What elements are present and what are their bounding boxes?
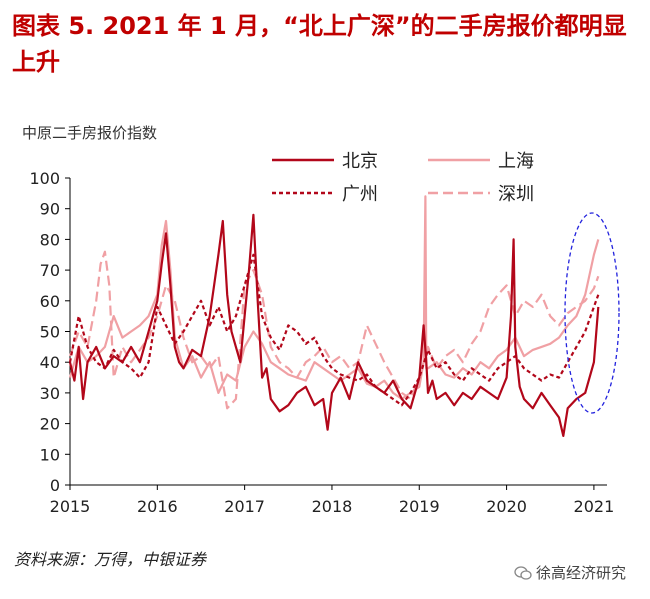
x-tick-label: 2019 (399, 497, 440, 516)
y-axis-label: 中原二手房报价指数 (22, 124, 157, 142)
series-layer (68, 195, 600, 437)
x-tick-label: 2020 (486, 497, 527, 516)
series-line-solid-dark (68, 213, 600, 437)
legend-label: 北京 (342, 151, 378, 172)
y-tick-label: 0 (50, 476, 60, 495)
legend-label: 深圳 (498, 184, 534, 205)
series-line-solid-light (68, 195, 600, 401)
watermark-text: 徐高经济研究 (535, 564, 626, 582)
x-tick-label: 2015 (50, 497, 91, 516)
y-tick-label: 10 (40, 445, 60, 464)
y-tick-label: 100 (29, 169, 60, 188)
y-tick-label: 60 (40, 292, 60, 311)
x-tick-label: 2016 (137, 497, 178, 516)
wechat-icon (514, 565, 532, 580)
y-tick-label: 20 (40, 415, 60, 434)
chart-axes: 0 10 20 30 40 50 60 70 80 90 100 2015 2016 2017 2018 20… (29, 169, 614, 516)
y-tick-label: 30 (40, 384, 60, 403)
legend-label: 上海 (498, 151, 534, 172)
y-tick-label: 70 (40, 261, 60, 280)
x-tick-label: 2018 (312, 497, 353, 516)
x-tick-label: 2021 (574, 497, 615, 516)
y-tick-label: 80 (40, 230, 60, 249)
series-line-dashed-light (68, 250, 600, 410)
highlight-annotation (564, 212, 620, 414)
series-line-dashed-dark (68, 253, 600, 407)
page-title: 图表 5. 2021 年 1 月，“北上广深”的二手房报价都明显上升 (12, 12, 627, 76)
highlight-ellipse (564, 212, 620, 414)
y-tick-label: 50 (40, 323, 60, 342)
y-tick-label: 40 (40, 353, 60, 372)
legend-label: 广州 (342, 184, 378, 205)
source-note: 资料来源：万得，中银证券 (14, 550, 207, 569)
x-tick-label: 2017 (224, 497, 265, 516)
watermark: 徐高经济研究 (514, 562, 626, 583)
y-tick-label: 90 (40, 200, 60, 219)
